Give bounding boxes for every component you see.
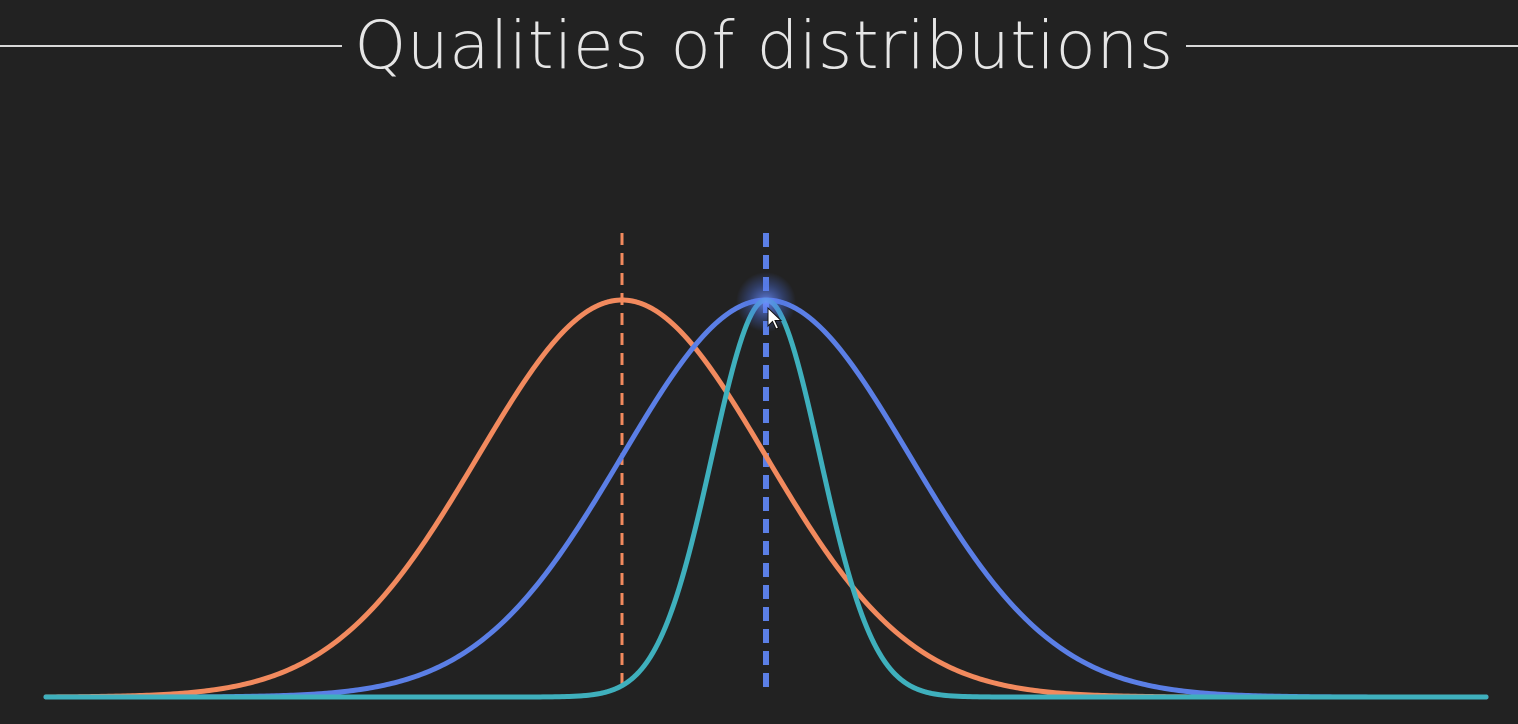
cursor [736,272,796,332]
title-rule-left [0,45,342,47]
cursor-highlight [736,272,796,332]
slide-title: Qualities of distributions [354,7,1174,84]
title-row: Qualities of distributions [0,0,1518,95]
title-rule-right [1186,45,1518,47]
mouse-pointer-icon [767,306,783,330]
